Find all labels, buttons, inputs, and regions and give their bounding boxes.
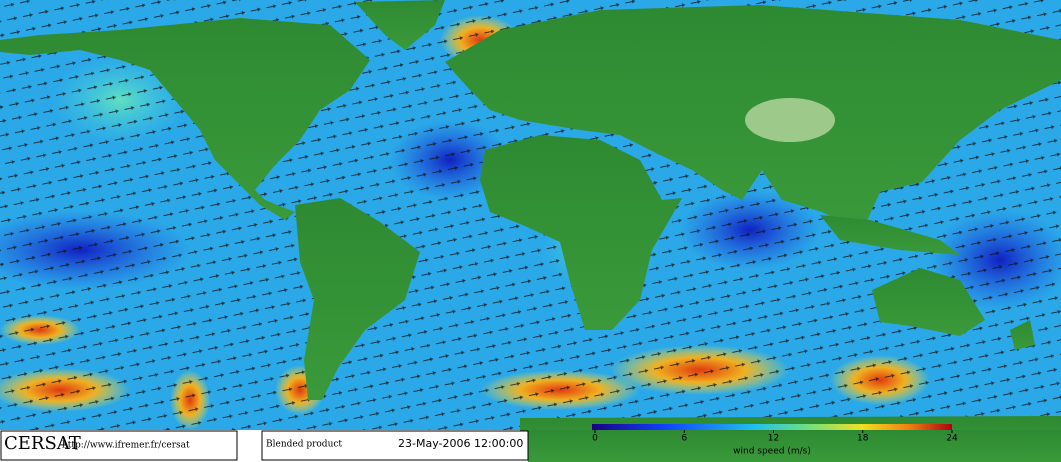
colorbar-tick-label: 6 — [681, 434, 687, 444]
colorbar-tick-label: 0 — [592, 434, 598, 444]
colorbar-tick-label: 24 — [946, 434, 958, 444]
colorbar — [592, 424, 952, 430]
url: http://www.ifremer.fr/cersat — [62, 441, 190, 451]
date: 23-May-2006 12:00:00 — [398, 437, 523, 450]
colorbar-tick-label: 12 — [768, 434, 779, 444]
plateau — [745, 98, 835, 142]
product: Blended product — [266, 440, 342, 450]
logo-box — [0, 430, 238, 461]
logo: CERSAT — [4, 433, 81, 454]
colorbar-label: wind speed (m/s) — [733, 447, 811, 457]
colorbar-tick-label: 18 — [857, 434, 869, 444]
land-footer — [520, 430, 1061, 462]
product-box — [261, 430, 529, 461]
